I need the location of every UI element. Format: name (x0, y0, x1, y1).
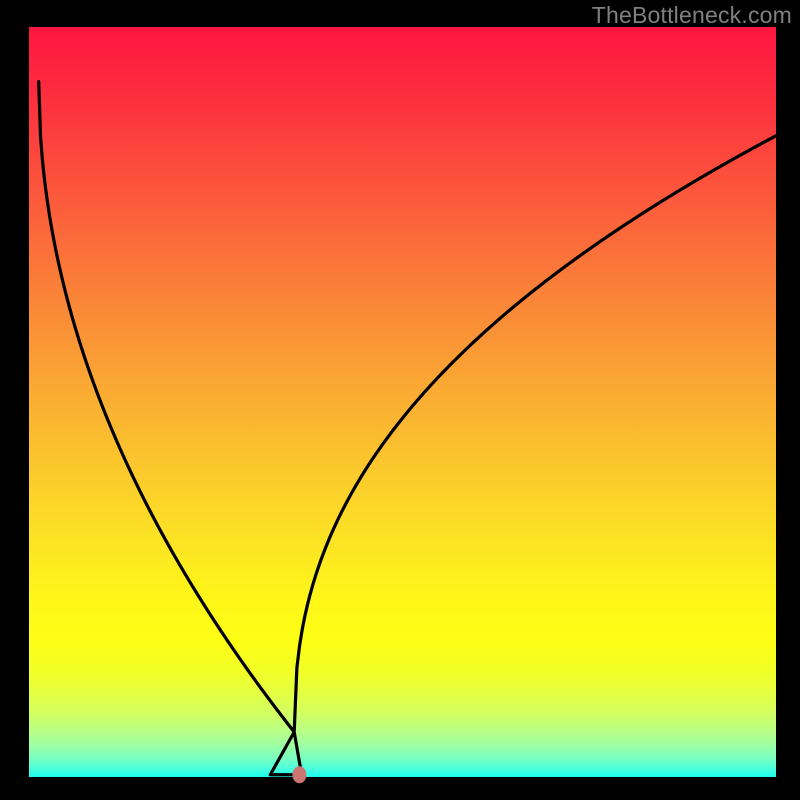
bottleneck-curve-path (39, 82, 776, 775)
watermark-text: TheBottleneck.com (592, 2, 792, 29)
optimal-point-marker (292, 766, 306, 783)
plot-area (29, 27, 776, 777)
bottleneck-curve (29, 27, 776, 777)
chart-frame: TheBottleneck.com (0, 0, 800, 800)
